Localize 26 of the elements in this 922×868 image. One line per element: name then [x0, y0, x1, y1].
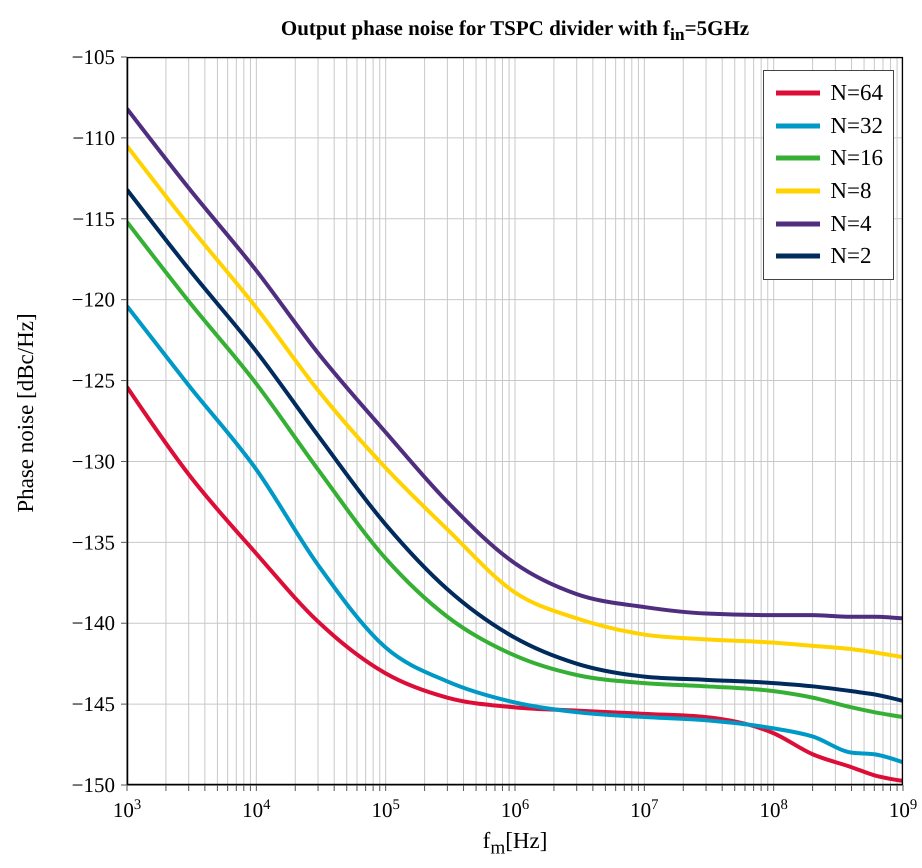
- x-tick-label: 10$^{8}$: [759, 797, 788, 822]
- y-tick-label: −145: [72, 692, 115, 716]
- y-tick-label: −150: [72, 773, 115, 797]
- x-tick-label: 10$^{7}$: [630, 797, 659, 822]
- legend-label: N=4: [830, 210, 872, 237]
- y-tick-label: −105: [72, 45, 115, 69]
- legend-label: N=8: [830, 178, 872, 204]
- y-tick-label: −130: [72, 449, 115, 474]
- x-tick-label: 10$^{5}$: [371, 797, 400, 822]
- x-tick-label: 10$^{4}$: [242, 797, 272, 822]
- chart-title: Output phase noise for TSPC divider with f$_{in}$=5GHz: [280, 16, 750, 46]
- x-tick-label: 10$^{3}$: [112, 797, 142, 822]
- y-tick-label: −115: [72, 206, 115, 231]
- y-tick-label: −135: [72, 530, 115, 554]
- legend-label: N=64: [830, 80, 883, 106]
- y-tick-label: −110: [72, 126, 115, 150]
- y-tick-label: −140: [72, 611, 115, 636]
- legend-label: N=16: [830, 145, 883, 172]
- x-tick-label: 10$^{6}$: [500, 797, 530, 822]
- legend-label: N=32: [830, 112, 883, 139]
- legend-label: N=2: [830, 243, 872, 270]
- y-axis-title: Phase noise [dBc/Hz]: [13, 313, 39, 513]
- y-tick-label: −120: [72, 288, 115, 312]
- y-tick-label: −125: [72, 368, 115, 393]
- x-tick-label: 10$^{9}$: [888, 797, 918, 822]
- x-axis-title: f$_{m}$[Hz]: [482, 828, 548, 860]
